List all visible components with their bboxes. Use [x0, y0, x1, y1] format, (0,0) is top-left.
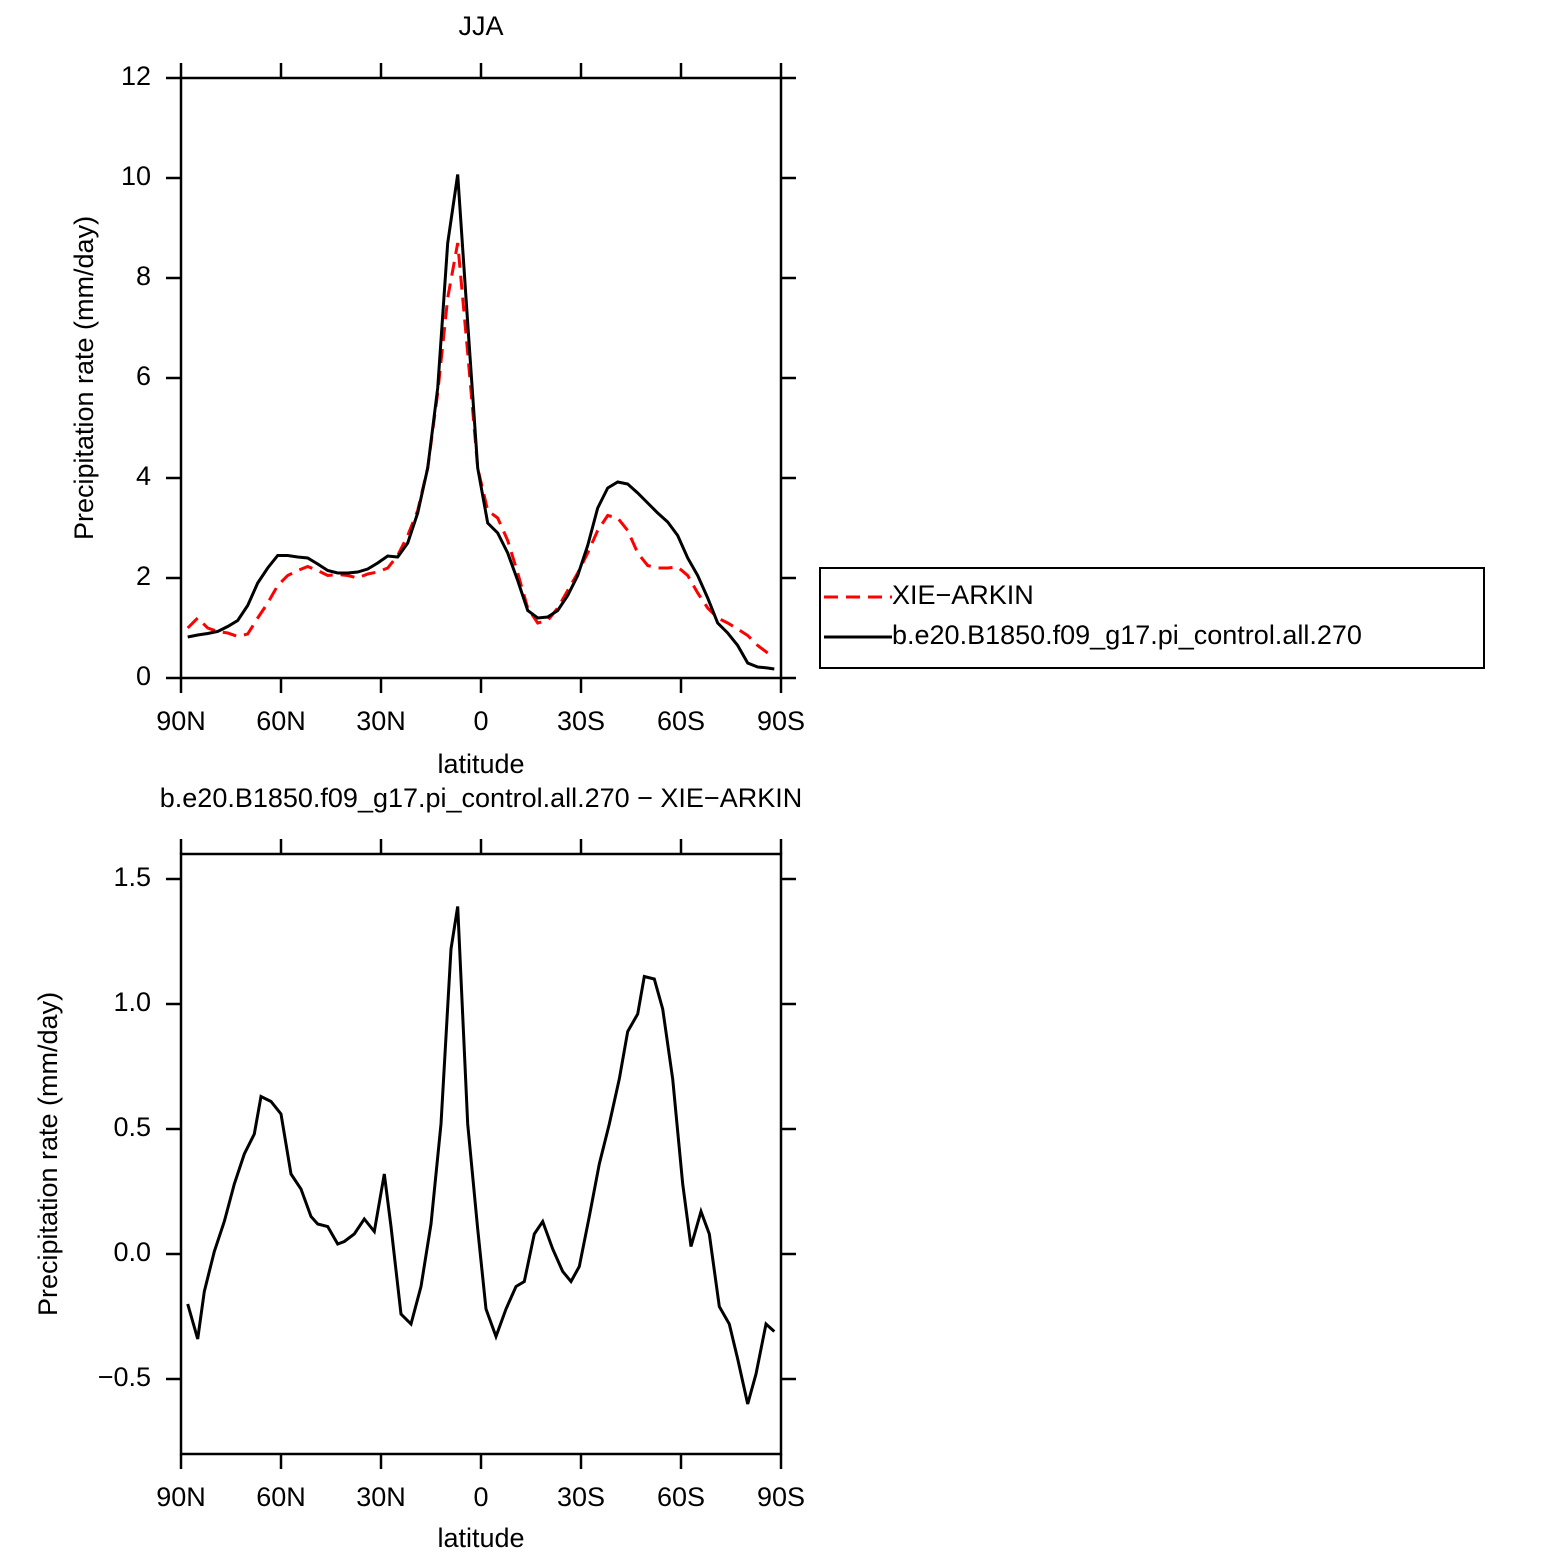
- data-line: [187, 174, 775, 671]
- x-tick-label: 30S: [557, 1482, 605, 1512]
- plot-frame: [179, 76, 783, 680]
- legend-label: b.e20.B1850.f09_g17.pi_control.all.270: [892, 620, 1362, 650]
- y-tick-label: 10: [121, 161, 151, 191]
- y-tick-label: 1.0: [113, 987, 151, 1017]
- x-tick-label: 0: [473, 1482, 488, 1512]
- x-tick-label: 60N: [256, 1482, 306, 1512]
- y-tick-label: 4: [136, 461, 151, 491]
- x-tick-label: 90N: [156, 706, 206, 736]
- x-tick-label: 90S: [757, 706, 805, 736]
- panel: b.e20.B1850.f09_g17.pi_control.all.270 −…: [33, 783, 805, 1553]
- x-tick-label: 60S: [657, 706, 705, 736]
- y-tick-label: 0: [136, 661, 151, 691]
- y-axis-label: Precipitation rate (mm/day): [69, 216, 99, 540]
- x-tick-label: 90S: [757, 1482, 805, 1512]
- y-tick-label: 0.0: [113, 1237, 151, 1267]
- y-axis-label: Precipitation rate (mm/day): [33, 992, 63, 1316]
- y-tick-label: −0.5: [98, 1362, 151, 1392]
- chart-title: b.e20.B1850.f09_g17.pi_control.all.270 −…: [160, 783, 802, 813]
- y-tick-label: 12: [121, 61, 151, 91]
- legend-box: [819, 567, 1485, 669]
- legend: XIE−ARKIN b.e20.B1850.f09_g17.pi_control.…: [819, 567, 1485, 669]
- y-tick-label: 8: [136, 261, 151, 291]
- x-tick-label: 30N: [356, 706, 406, 736]
- y-tick-label: 1.5: [113, 862, 151, 892]
- y-tick-label: 0.5: [113, 1112, 151, 1142]
- legend-label: XIE−ARKIN: [892, 580, 1034, 610]
- x-tick-label: 90N: [156, 1482, 206, 1512]
- chart-title: JJA: [458, 11, 503, 41]
- x-tick-label: 30N: [356, 1482, 406, 1512]
- x-axis-label: latitude: [437, 749, 524, 779]
- data-line: [186, 906, 776, 1405]
- plot-frame: [179, 852, 783, 1456]
- x-tick-label: 60S: [657, 1482, 705, 1512]
- x-tick-label: 0: [473, 706, 488, 736]
- data-line: [186, 242, 775, 655]
- x-axis-label: latitude: [437, 1523, 524, 1553]
- x-tick-label: 30S: [557, 706, 605, 736]
- x-tick-label: 60N: [256, 706, 306, 736]
- panel: JJA latitude Precipitation rate (mm/day) 0 2…: [69, 11, 1485, 779]
- y-tick-label: 2: [136, 561, 151, 591]
- y-tick-label: 6: [136, 361, 151, 391]
